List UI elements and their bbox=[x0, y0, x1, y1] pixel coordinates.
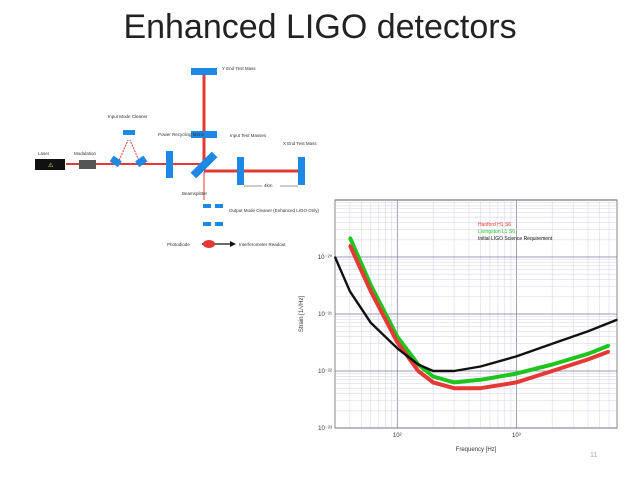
series-point bbox=[616, 319, 618, 321]
chart-series bbox=[333, 236, 618, 391]
series-point bbox=[587, 330, 589, 332]
series-point bbox=[607, 344, 611, 347]
series-point bbox=[551, 363, 554, 366]
power-recycling-mirror bbox=[166, 151, 173, 178]
beamsplitter bbox=[190, 151, 218, 179]
series-line-2 bbox=[333, 256, 618, 373]
legend-livingston: Livingston L1 S6 bbox=[478, 229, 515, 235]
slide-title: Enhanced LIGO detectors bbox=[123, 8, 517, 46]
imc-beam-left bbox=[117, 139, 129, 164]
y-tick-label: 10⁻²¹ bbox=[318, 312, 332, 318]
legend-hanford: Hanford H1 S6 bbox=[478, 222, 511, 228]
strain-chart: 10² 10³ 10⁻²⁰ 10⁻²¹ 10⁻²² 10⁻²³ Hanford H1 S6… bbox=[298, 199, 618, 453]
series-point bbox=[586, 352, 590, 356]
series-point bbox=[396, 347, 399, 350]
y-end-test-mass bbox=[191, 68, 217, 75]
series-point bbox=[369, 290, 373, 293]
photodiode-label: Photodiode bbox=[167, 242, 190, 247]
series-point bbox=[551, 343, 554, 345]
series-point bbox=[431, 375, 435, 378]
series-point bbox=[370, 322, 372, 324]
omc-mirror-bottom-right bbox=[215, 222, 223, 226]
laser-box bbox=[35, 159, 65, 170]
chart-grid bbox=[334, 200, 618, 429]
series-point bbox=[431, 381, 435, 384]
series-point bbox=[515, 381, 518, 384]
series-point bbox=[334, 256, 336, 258]
imc-mirror-right bbox=[135, 155, 148, 168]
series-point bbox=[417, 363, 420, 366]
x-tick-label: 10² bbox=[393, 433, 402, 439]
series-point bbox=[479, 378, 482, 382]
imc-label: Input Mode Cleaner bbox=[108, 114, 148, 119]
arm-length-label: 4km bbox=[264, 183, 273, 188]
beamsplitter-label: Beamsplitter bbox=[182, 191, 208, 196]
series-point bbox=[432, 370, 434, 372]
omc-mirror-right bbox=[215, 204, 223, 208]
series-point bbox=[479, 386, 482, 390]
legend-requirement: Initial LIGO Science Requirement bbox=[478, 236, 553, 242]
y-tick-label: 10⁻²³ bbox=[318, 426, 332, 432]
y-tick-label: 10⁻²⁰ bbox=[318, 254, 333, 261]
series-point bbox=[551, 369, 554, 373]
series-point bbox=[607, 350, 611, 353]
x-end-test-mass bbox=[298, 157, 305, 185]
omc-mirror-bottom-left bbox=[203, 222, 211, 226]
y-tick-label: 10⁻²² bbox=[318, 369, 332, 375]
y-end-label: Y End Test Mass bbox=[222, 66, 256, 71]
y-axis-label: Strain [1/√Hz] bbox=[298, 296, 305, 333]
x-end-label: X End Test Mass bbox=[283, 141, 317, 146]
input-test-masses-label: Input Test Masses bbox=[230, 133, 267, 138]
photodiode-icon bbox=[203, 240, 215, 248]
chart-ticks: 10² 10³ 10⁻²⁰ 10⁻²¹ 10⁻²² 10⁻²³ bbox=[318, 254, 521, 439]
series-point bbox=[452, 386, 456, 390]
interferometer-diagram: ⚠ Laser Modulation Input Mode Cleaner Po… bbox=[35, 66, 320, 248]
series-point bbox=[348, 236, 352, 239]
series-point bbox=[453, 370, 455, 372]
modulation-label: Modulation bbox=[74, 151, 97, 156]
series-point bbox=[349, 290, 351, 293]
series-point bbox=[348, 244, 352, 247]
modulator-box bbox=[79, 160, 96, 169]
series-point bbox=[417, 369, 420, 373]
laser-warning-icon: ⚠ bbox=[48, 162, 54, 169]
slide-number: 11 bbox=[590, 452, 598, 459]
x-input-test-mass bbox=[237, 157, 244, 185]
omc-mirror-left bbox=[203, 204, 211, 208]
prm-label: Power Recycling Mirror bbox=[158, 132, 205, 137]
series-point bbox=[479, 365, 482, 368]
imc-beam-right bbox=[129, 139, 141, 164]
series-point bbox=[586, 358, 590, 361]
x-tick-label: 10³ bbox=[512, 433, 521, 439]
imc-mirror-top bbox=[123, 130, 135, 135]
y-input-test-mass bbox=[191, 131, 217, 138]
laser-label: Laser bbox=[38, 151, 50, 156]
series-point bbox=[452, 381, 456, 384]
series-point bbox=[515, 355, 518, 358]
series-point bbox=[396, 341, 399, 344]
series-point bbox=[515, 372, 518, 375]
imc-mirror-left bbox=[109, 155, 122, 168]
x-axis-label: Frequency [Hz] bbox=[456, 447, 497, 453]
omc-label: Output Mode Cleaner (Enhanced LIGO Only) bbox=[229, 208, 320, 213]
readout-label: Interferometer Readout bbox=[239, 242, 286, 247]
chart-legend: Hanford H1 S6 Livingston L1 S6 Initial L… bbox=[478, 222, 553, 242]
